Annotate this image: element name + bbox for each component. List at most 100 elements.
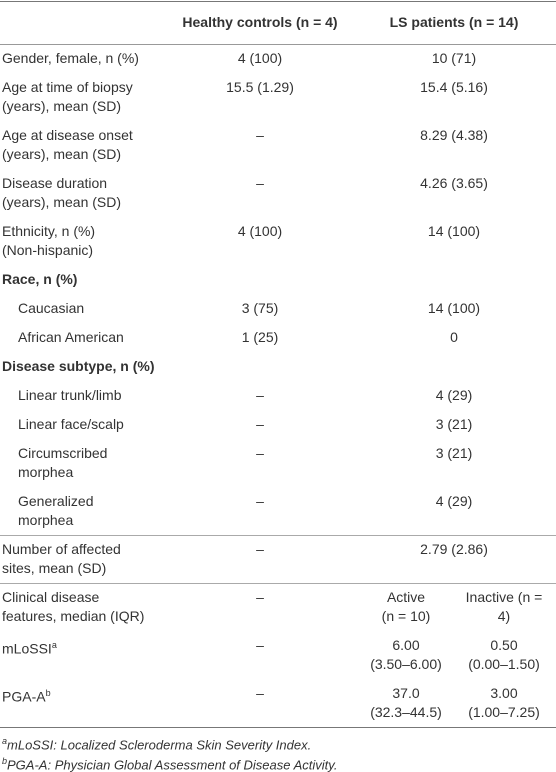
row-label: Linear trunk/limb — [18, 386, 218, 405]
rule-line — [0, 1, 556, 2]
row-label-line: African American — [18, 329, 124, 345]
cell-healthy-line: – — [256, 387, 264, 403]
cell-ls-line: 4 (29) — [435, 387, 473, 403]
row-label-line: Circumscribed — [18, 445, 108, 461]
row-label-line: morphea — [18, 512, 74, 528]
row-label-line: Age at time of biopsy — [2, 79, 133, 95]
rule-line — [0, 727, 556, 728]
cell-ls: 14 (100) — [358, 222, 550, 241]
cell-healthy: 15.5 (1.29) — [175, 78, 345, 97]
cell-healthy-line: 1 (25) — [241, 329, 279, 345]
cell-healthy: – — [175, 684, 345, 703]
header-healthy: Healthy controls (n = 4) — [182, 14, 338, 30]
row-label: Race, n (%) — [2, 270, 202, 289]
rule-line — [0, 535, 556, 536]
cell-active-line: (n = 10) — [381, 608, 431, 624]
row-label-line: PGA-Ab — [2, 688, 51, 705]
rule-line — [0, 583, 556, 584]
row-label: mLoSSIa — [2, 636, 202, 659]
cell-ls: 15.4 (5.16) — [358, 78, 550, 97]
cell-healthy-line: 4 (100) — [237, 50, 283, 66]
cell-healthy: – — [175, 444, 345, 463]
footnote-mark: a — [2, 736, 8, 746]
cell-ls: 3 (21) — [358, 444, 550, 463]
row-label: African American — [18, 328, 218, 347]
row-label-line: Number of affected — [2, 541, 121, 557]
row-label-line: sites, mean (SD) — [2, 560, 107, 576]
cell-ls-line: 8.29 (4.38) — [420, 127, 488, 143]
cell-healthy: – — [175, 636, 345, 655]
cell-ls-line: 15.4 (5.16) — [420, 79, 488, 95]
row-label: PGA-Ab — [2, 684, 202, 707]
cell-healthy: – — [175, 415, 345, 434]
row-label-line: mLoSSIa — [2, 640, 57, 657]
rule-line — [0, 44, 556, 45]
row-label: Circumscribed morphea — [18, 444, 218, 482]
cell-ls: 8.29 (4.38) — [358, 126, 550, 145]
footnote: bPGA-A: Physician Global Assessment of D… — [2, 756, 337, 772]
row-label: Disease duration (years), mean (SD) — [2, 174, 202, 212]
row-label-line: morphea — [18, 464, 74, 480]
cell-healthy: – — [175, 174, 345, 193]
cell-healthy: 1 (25) — [175, 328, 345, 347]
cell-healthy-line: – — [256, 127, 264, 143]
row-label-line: Clinical disease — [2, 589, 100, 605]
cell-ls: 3 (21) — [358, 415, 550, 434]
cell-healthy-line: – — [256, 493, 264, 509]
cell-healthy: 3 (75) — [175, 299, 345, 318]
row-label-line: Linear trunk/limb — [18, 387, 122, 403]
cell-healthy-line: – — [256, 175, 264, 191]
row-label: Clinical disease features, median (IQR) — [2, 588, 202, 626]
row-label-line: Generalized — [18, 493, 94, 509]
row-label: Ethnicity, n (%) (Non-hispanic) — [2, 222, 202, 260]
cell-ls: 0 — [358, 328, 550, 347]
row-label: Caucasian — [18, 299, 218, 318]
row-label: Gender, female, n (%) — [2, 49, 202, 68]
row-label-line: Disease duration — [2, 175, 108, 191]
cell-healthy: 4 (100) — [175, 222, 345, 241]
cell-ls: 10 (71) — [358, 49, 550, 68]
row-label: Number of affected sites, mean (SD) — [2, 540, 202, 578]
footnote-mark: b — [45, 688, 51, 698]
cell-ls: 4 (29) — [358, 386, 550, 405]
cell-healthy-line: 3 (75) — [241, 300, 279, 316]
cell-inactive: 3.00 (1.00–7.25) — [454, 684, 554, 722]
cell-ls-line: 14 (100) — [427, 300, 481, 316]
cell-healthy-line: 15.5 (1.29) — [226, 79, 294, 95]
row-label-line: Caucasian — [18, 300, 85, 316]
row-label-line: features, median (IQR) — [2, 608, 145, 624]
footnote-mark: b — [2, 756, 8, 766]
cell-active-line: 6.00 — [392, 637, 420, 653]
cell-inactive-line: Inactive (n = — [465, 589, 543, 605]
row-label-line: Linear face/scalp — [18, 416, 124, 432]
cell-ls-line: 3 (21) — [435, 416, 473, 432]
cell-healthy-line: – — [256, 589, 264, 605]
row-label-line: (years), mean (SD) — [2, 98, 122, 114]
cell-inactive: Inactive (n = 4) — [454, 588, 554, 626]
cell-healthy-line: – — [256, 445, 264, 461]
cell-healthy-line: – — [256, 416, 264, 432]
row-label-line: Age at disease onset — [2, 127, 133, 143]
row-label-line: (Non-hispanic) — [2, 242, 94, 258]
cell-ls-line: 4.26 (3.65) — [420, 175, 488, 191]
cell-ls-line: 10 (71) — [431, 50, 477, 66]
cell-active-line: (3.50–6.00) — [370, 656, 442, 672]
cell-inactive-line: (0.00–1.50) — [468, 656, 540, 672]
cell-healthy-line: – — [256, 685, 264, 701]
cell-active-line: Active — [386, 589, 426, 605]
cell-active: 37.0 (32.3–44.5) — [358, 684, 454, 722]
cell-healthy-line: 4 (100) — [237, 223, 283, 239]
row-label-line: Race, n (%) — [2, 271, 78, 287]
row-label: Age at disease onset (years), mean (SD) — [2, 126, 202, 164]
cell-healthy: 4 (100) — [175, 49, 345, 68]
row-label-line: (years), mean (SD) — [2, 146, 122, 162]
row-label-line: (years), mean (SD) — [2, 194, 122, 210]
cell-active-line: (32.3–44.5) — [370, 704, 442, 720]
row-label-line: Ethnicity, n (%) — [2, 223, 96, 239]
footnote-mark: a — [51, 640, 57, 650]
cell-healthy: – — [175, 126, 345, 145]
row-label: Disease subtype, n (%) — [2, 357, 202, 376]
header-ls: LS patients (n = 14) — [389, 14, 519, 30]
cell-inactive-line: 4) — [497, 608, 511, 624]
